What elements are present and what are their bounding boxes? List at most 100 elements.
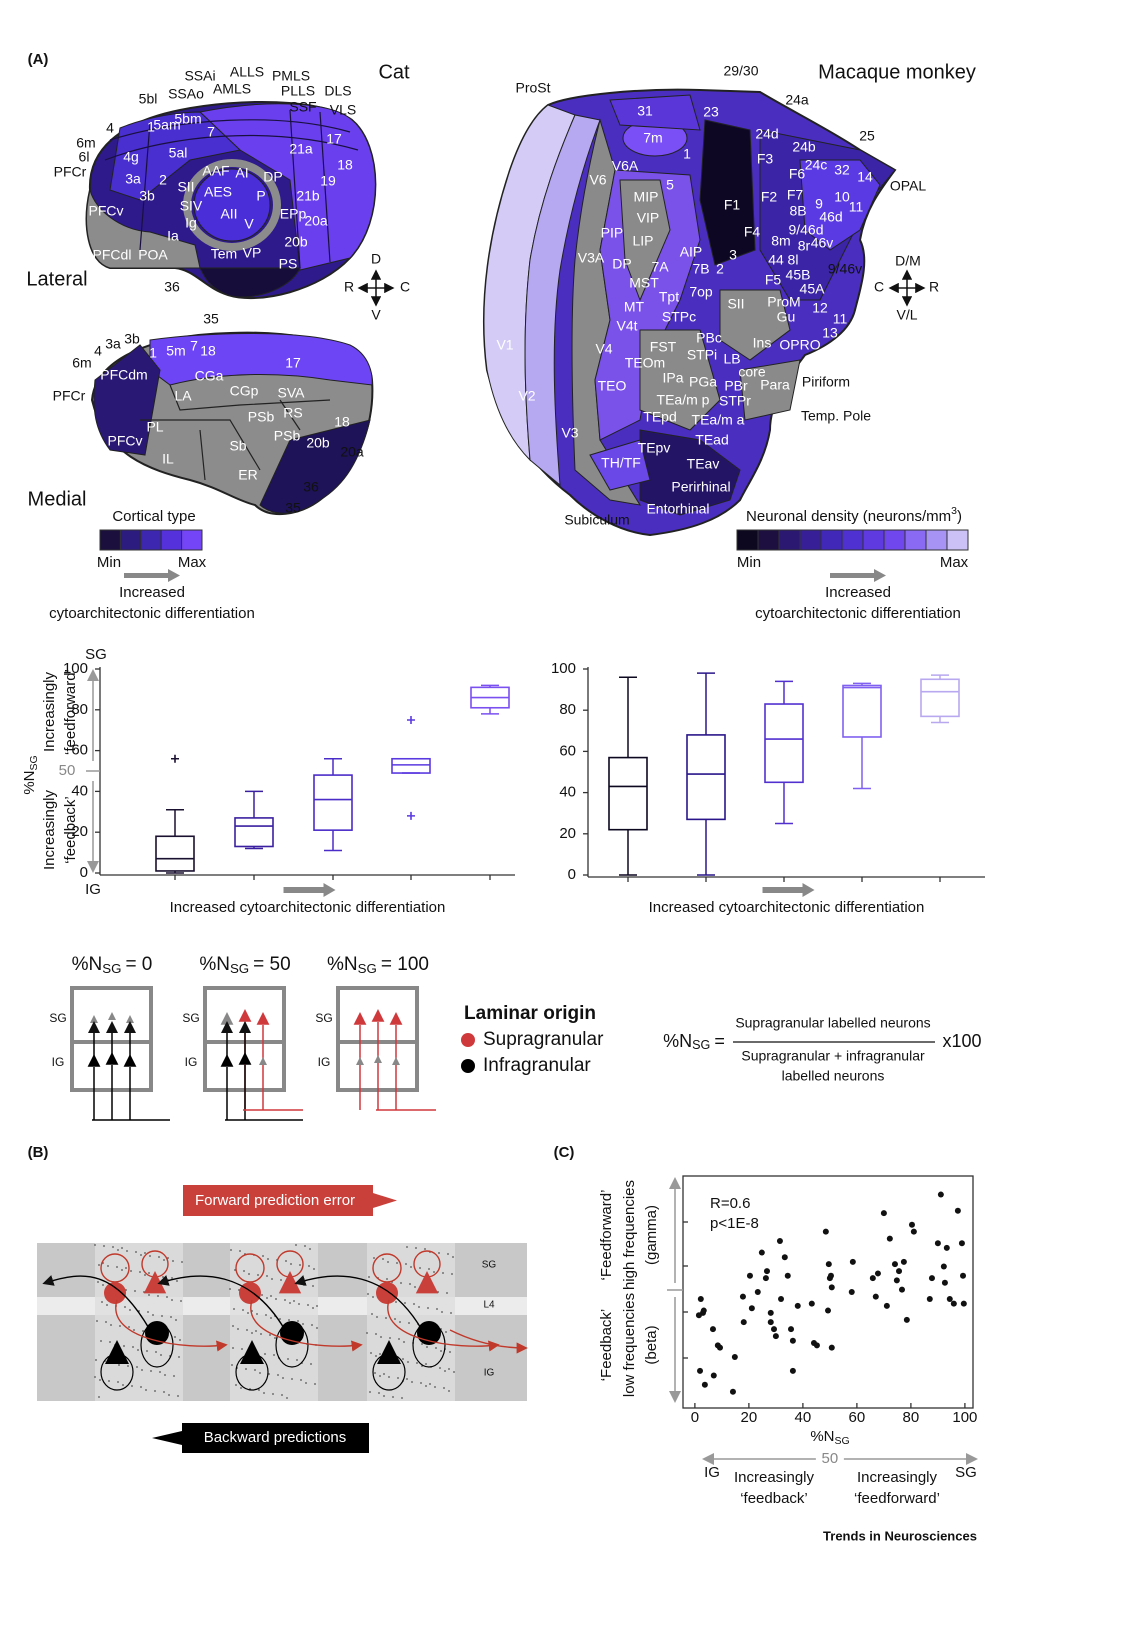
point [898,1286,905,1293]
area-label: 6m [72,355,91,371]
speckle [273,1354,275,1356]
speckle [299,1264,301,1266]
speckle [110,1324,112,1326]
label: SG [49,1011,66,1025]
area-label: V3 [561,425,578,441]
neuron [87,1054,101,1067]
color-swatch [946,529,969,551]
area-label: 20b [306,435,330,451]
point [883,1302,890,1309]
speckle [307,1304,309,1306]
fb-connection [157,1275,286,1331]
speckle [274,1337,276,1339]
label-part: = 50 [253,954,291,975]
area-label: AII [220,206,237,222]
brain-region [93,344,161,456]
speckle [142,1330,144,1332]
speckle [402,1358,404,1360]
speckle [119,1325,121,1327]
speckle [419,1267,421,1269]
point [950,1300,957,1307]
brain-region [699,119,756,266]
label: IG [85,881,101,898]
legend-label: Supragranular [483,1029,604,1050]
speckle [271,1278,273,1280]
neuron [240,1340,264,1364]
speckle [231,1364,233,1366]
label-part: = 100 [381,954,429,975]
column [95,1243,183,1401]
speckle [160,1354,162,1356]
point [926,1295,933,1302]
speckle [148,1272,150,1274]
speckle [305,1382,307,1384]
speckle [242,1309,244,1311]
area-label: F7 [787,187,804,203]
speckle [403,1341,405,1343]
label: (A) [28,51,49,68]
area-label: DP [612,256,631,272]
label: IG [704,1464,720,1481]
point [729,1388,736,1395]
y-tick-label: 80 [559,701,576,718]
area-label: 6m [76,135,95,151]
speckle [441,1311,443,1313]
speckle [388,1376,390,1378]
area-label: FST [650,339,677,355]
area-label: V2 [518,388,535,404]
point [893,1277,900,1284]
speckle [263,1392,265,1394]
speckle [429,1383,431,1385]
neuron [259,1057,267,1065]
point [849,1258,856,1265]
orientation-label: D [371,251,381,267]
speckle [112,1246,114,1248]
point [880,1210,887,1217]
speckle [176,1280,178,1282]
label: IG [484,1368,495,1379]
area-label: VIP [637,210,660,226]
speckle [411,1381,413,1383]
area-label: SSF [289,99,316,115]
x-tick-label: 0 [691,1409,699,1426]
point [731,1353,738,1360]
speckle [452,1256,454,1258]
neuron [353,1012,367,1025]
x-tick-label: 20 [741,1409,758,1426]
speckle [258,1389,260,1391]
area-label: ALLS [230,64,264,80]
area-label: AAF [202,163,229,179]
point [789,1337,796,1344]
speckle [279,1318,281,1320]
area-label: 14 [857,169,873,185]
area-label: TEa/m a [692,412,745,428]
point [788,1326,795,1333]
speckle [152,1314,154,1316]
speckle [413,1303,415,1305]
label-part: = 0 [125,954,152,975]
speckle [173,1375,175,1377]
neuron [105,1052,119,1065]
ff-connection [449,1329,528,1354]
area-label: PSb [274,428,301,444]
neuron [371,1009,385,1022]
speckle [401,1397,403,1399]
box [686,734,726,821]
speckle [443,1387,445,1389]
y-tick-label: 60 [559,742,576,759]
area-label: TEad [695,432,728,448]
legend-label: Infragranular [483,1055,591,1076]
legend-marker [461,1033,475,1047]
label: Increasingly [41,671,58,752]
area-label: PL [146,419,163,435]
speckle [302,1323,304,1325]
speckle [435,1347,437,1349]
label: Increasingly [857,1469,938,1486]
area-label: 24c [805,157,828,173]
area-label: 5al [169,145,188,161]
speckle [232,1325,234,1327]
point [770,1326,777,1333]
label: Laminar origin [464,1003,596,1024]
area-label: Subiculum [564,512,629,528]
